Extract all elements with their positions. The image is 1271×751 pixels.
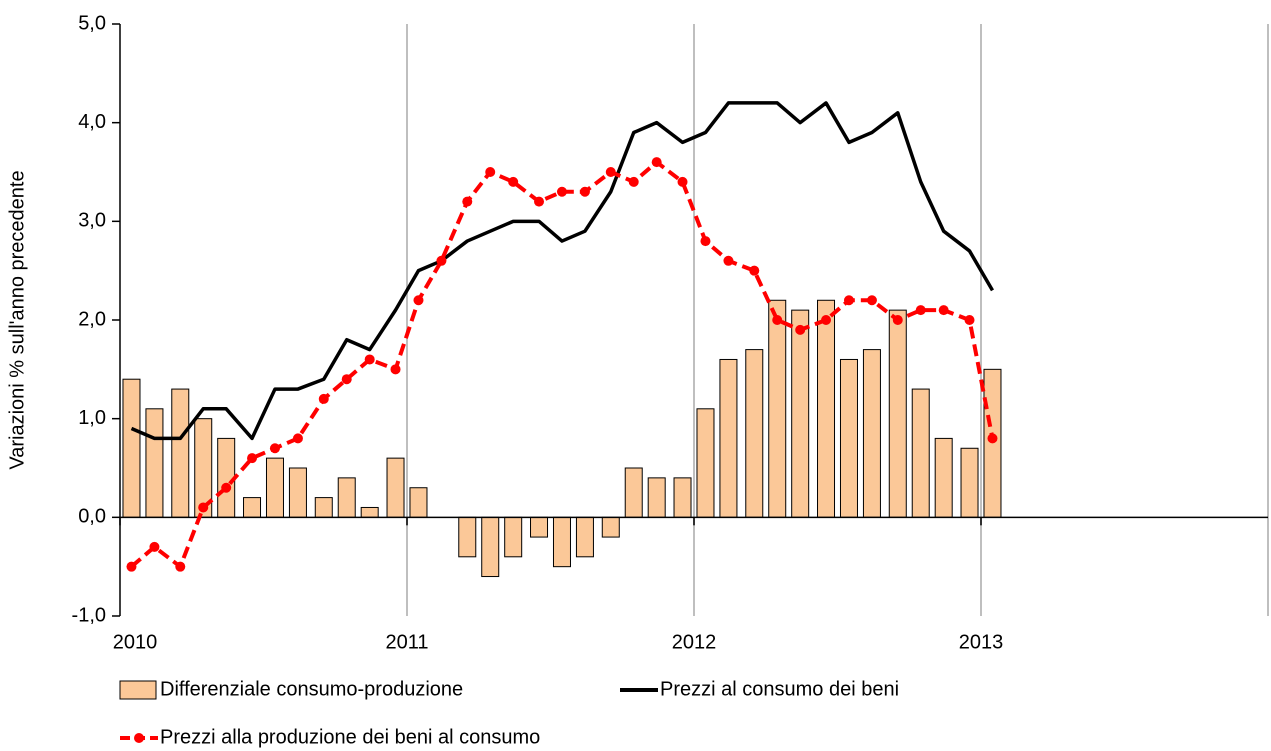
bar	[960, 447, 979, 518]
bar	[575, 516, 594, 558]
marker	[843, 295, 854, 306]
bar	[817, 299, 836, 518]
bar	[217, 437, 236, 518]
bar	[647, 477, 666, 518]
bar	[122, 378, 141, 518]
bar	[862, 349, 881, 518]
marker	[677, 176, 688, 187]
marker	[964, 315, 975, 325]
legend-label: Prezzi al consumo dei beni	[660, 678, 899, 700]
marker	[866, 295, 877, 306]
y-tick-label: 1,0	[78, 407, 106, 429]
bar	[171, 388, 190, 518]
legend-swatch	[119, 680, 157, 700]
marker	[413, 295, 424, 306]
x-tick-label: 2013	[959, 631, 1004, 653]
y-tick-label: 3,0	[78, 210, 106, 232]
legend-label: Prezzi alla produzione dei beni al consu…	[160, 726, 540, 748]
marker	[628, 176, 639, 187]
bar	[360, 506, 379, 518]
bar	[791, 309, 810, 518]
marker	[723, 255, 734, 266]
bar	[288, 467, 307, 518]
marker	[198, 502, 209, 513]
marker	[605, 167, 616, 177]
marker	[915, 305, 926, 316]
y-tick-label: 5,0	[78, 12, 106, 34]
bar	[768, 299, 787, 518]
marker	[436, 255, 447, 266]
bar	[745, 349, 764, 518]
bar	[530, 516, 549, 538]
bar	[458, 516, 477, 558]
bar	[911, 388, 930, 518]
bar	[839, 358, 858, 518]
marker	[221, 482, 232, 493]
marker	[534, 196, 545, 207]
bar	[673, 477, 692, 518]
y-tick-label: 4,0	[78, 111, 106, 133]
marker	[462, 196, 473, 207]
bar	[552, 516, 571, 568]
bar	[243, 497, 262, 518]
y-tick-label: 2,0	[78, 308, 106, 330]
y-axis-label: Variazioni % sull'anno precedente	[6, 170, 28, 469]
bar	[624, 467, 643, 518]
x-tick-label: 2011	[385, 631, 428, 653]
marker	[651, 157, 662, 168]
bar	[314, 497, 333, 518]
marker	[318, 393, 329, 404]
marker	[987, 433, 998, 444]
marker	[579, 186, 590, 197]
bar	[145, 408, 164, 518]
bar	[934, 437, 953, 518]
marker	[341, 374, 352, 385]
bar	[481, 516, 500, 578]
bar	[386, 457, 405, 518]
marker	[556, 186, 567, 197]
marker	[821, 315, 832, 325]
marker	[749, 265, 760, 276]
marker	[795, 324, 806, 335]
legend-label: Differenziale consumo-produzione	[160, 678, 463, 700]
bar	[601, 516, 620, 538]
bar	[504, 516, 523, 558]
marker	[390, 364, 401, 375]
bar	[265, 457, 284, 518]
marker	[126, 561, 137, 572]
marker	[892, 315, 903, 325]
bar	[409, 487, 428, 518]
marker	[269, 443, 280, 454]
bar	[719, 358, 738, 518]
marker	[772, 315, 783, 325]
marker	[938, 305, 949, 316]
bar	[696, 408, 715, 518]
marker	[292, 433, 303, 444]
marker	[508, 176, 519, 187]
x-tick-label: 2010	[113, 631, 158, 653]
y-tick-label: 0,0	[78, 506, 106, 528]
marker	[247, 453, 258, 464]
bar	[337, 477, 356, 518]
marker	[364, 354, 375, 365]
x-tick-label: 2012	[672, 631, 717, 653]
y-tick-label: -1,0	[72, 604, 106, 626]
legend-marker	[134, 733, 144, 743]
line	[130, 101, 994, 441]
marker	[700, 236, 711, 247]
marker	[175, 561, 186, 572]
marker	[149, 541, 160, 552]
marker	[485, 167, 496, 177]
bar	[888, 309, 907, 518]
